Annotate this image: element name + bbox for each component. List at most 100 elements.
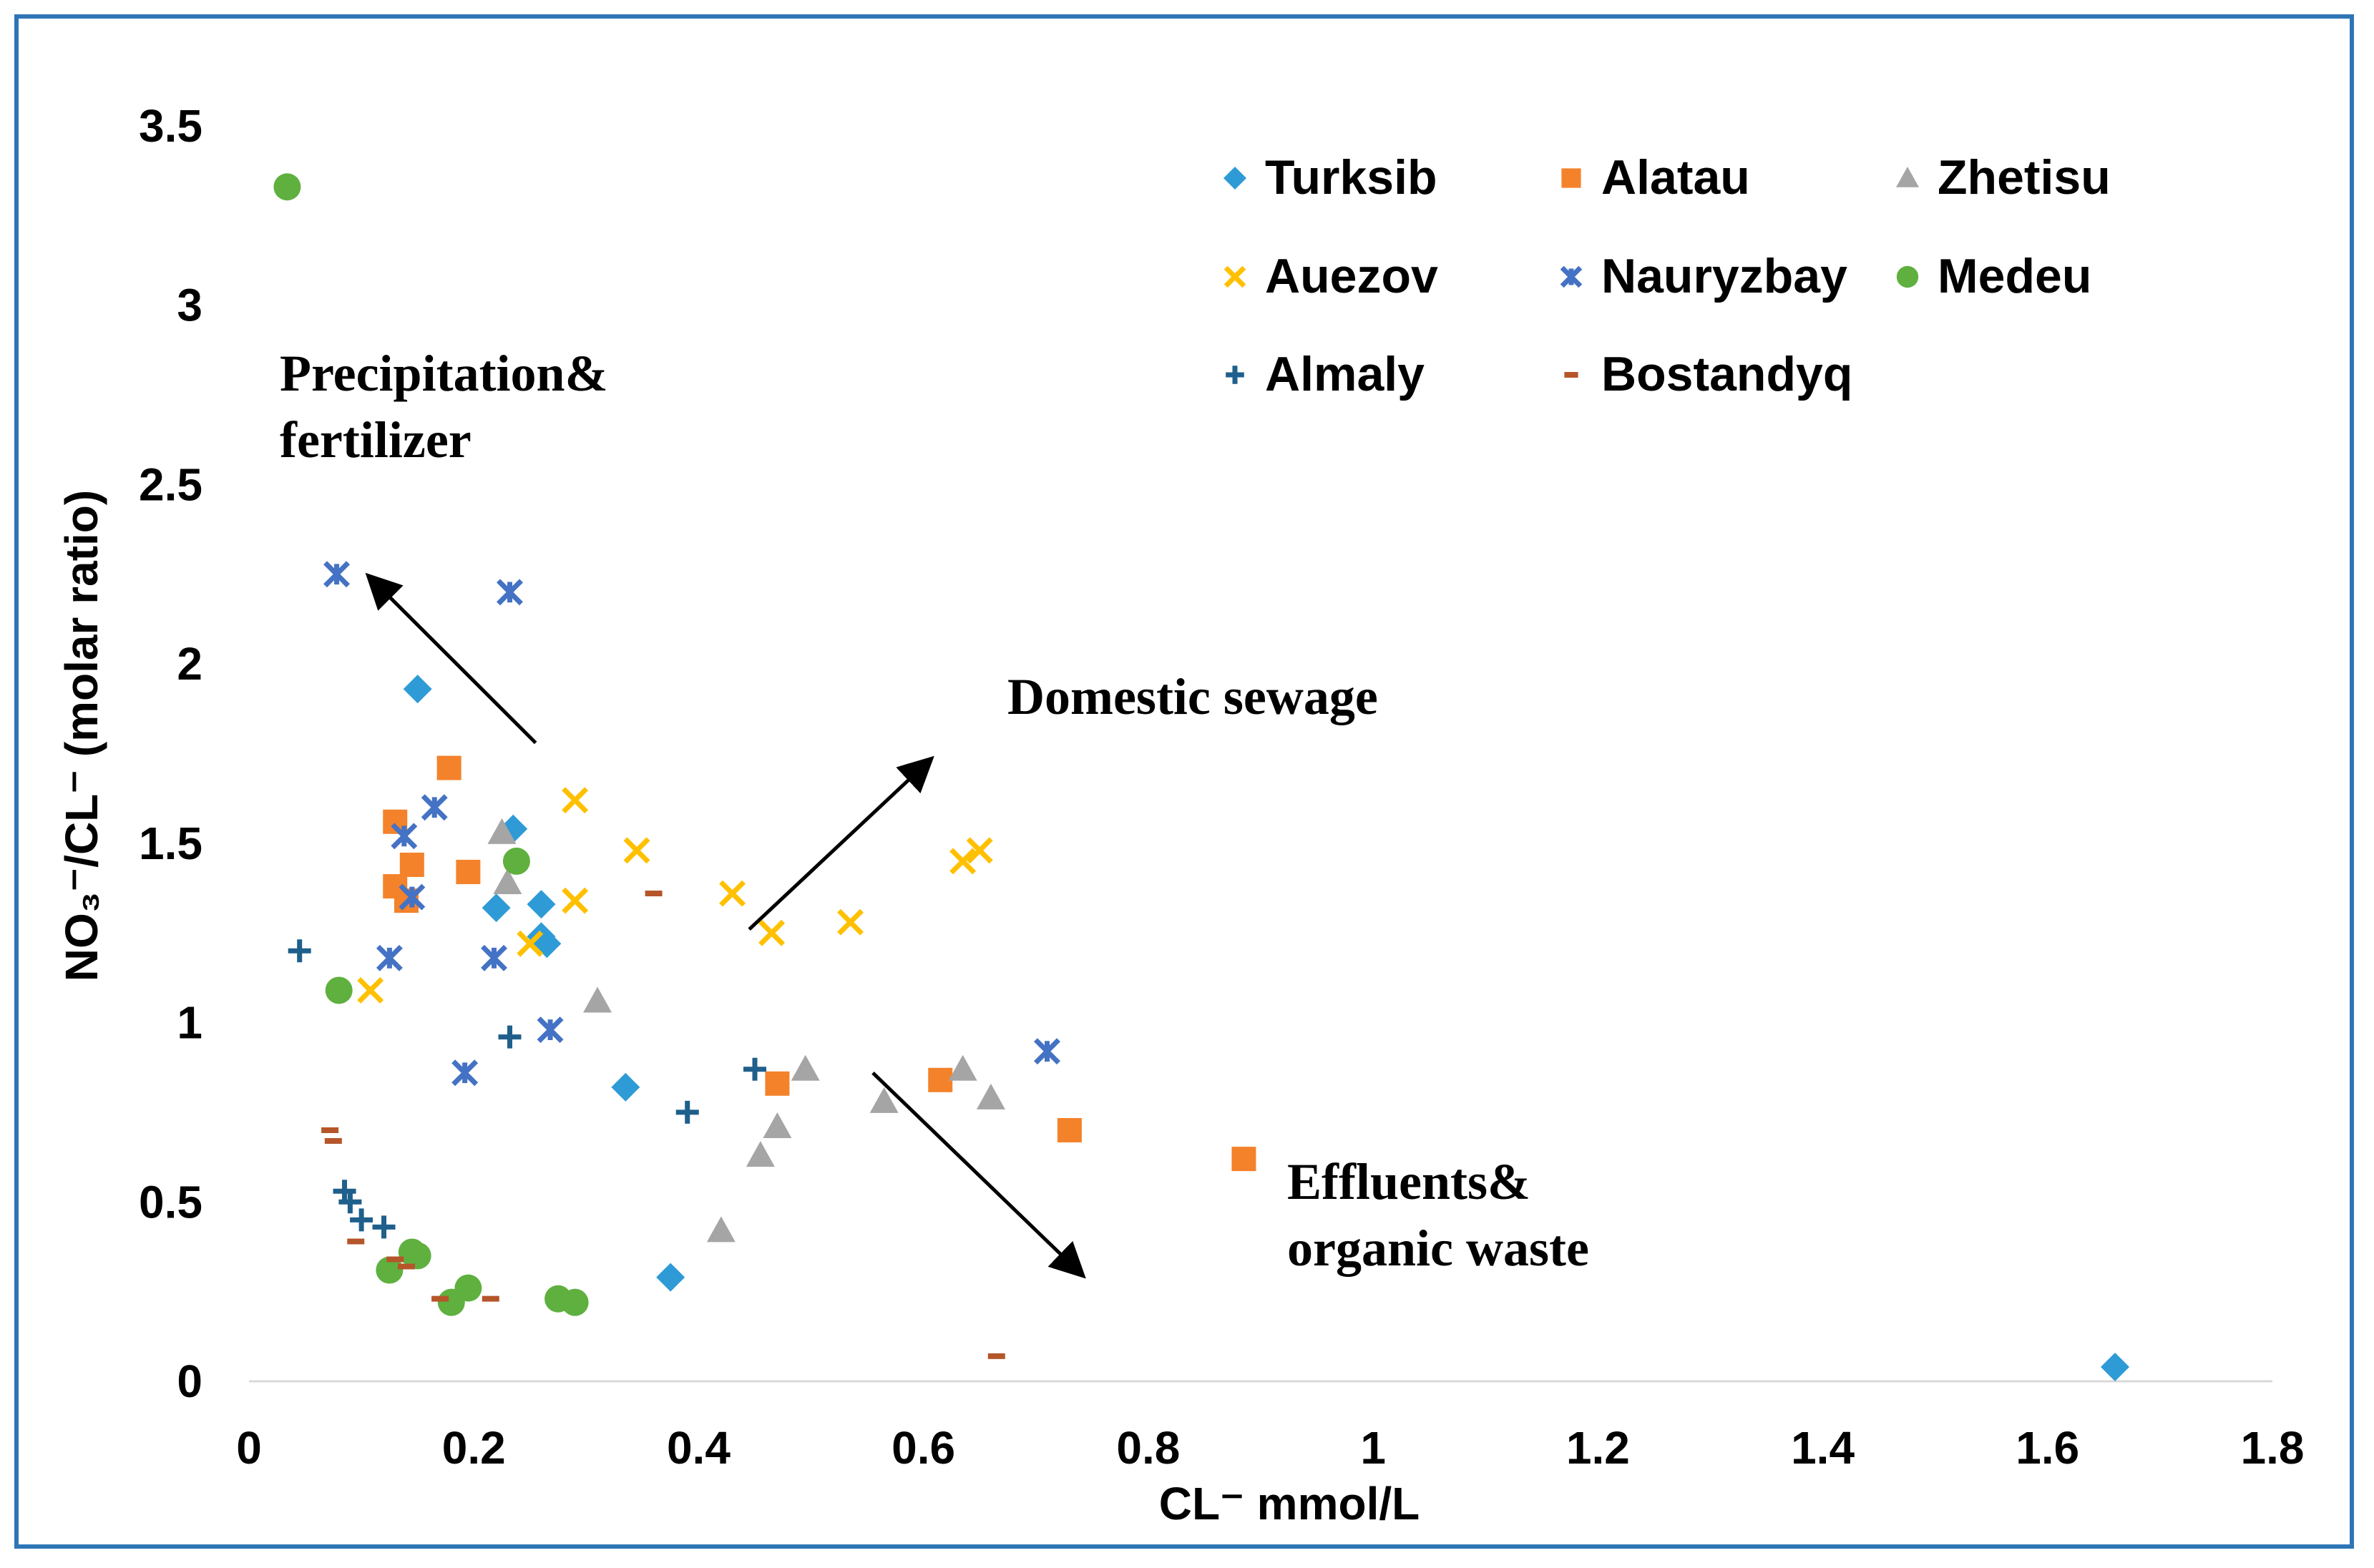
legend-item-auezov: Auezov (1226, 249, 1438, 303)
data-point-alatau (928, 1068, 952, 1092)
legend-label: Auezov (1265, 249, 1438, 303)
series-auezov (359, 789, 992, 1002)
chart-frame: 0 0.2 0.4 0.6 0.8 1 1.2 1.4 1.6 1.8 0 0.5 1 1.5 2 2.5 3 3… (14, 14, 2354, 1549)
data-point-alatau (437, 756, 461, 780)
scatter-chart: 0 0.2 0.4 0.6 0.8 1 1.2 1.4 1.6 1.8 0 0.5 1 1.5 2 2.5 3 3… (19, 19, 2358, 1553)
data-point-auezov (359, 979, 382, 1001)
data-point-auezov (625, 839, 648, 862)
legend-label: Nauryzbay (1601, 249, 1847, 303)
data-point-zhetisu (707, 1216, 736, 1242)
data-point-auezov (721, 882, 744, 905)
data-point-zhetisu (746, 1141, 775, 1167)
y-tick-label: 0.5 (139, 1176, 202, 1228)
data-point-turksib (656, 1263, 685, 1292)
annotation-precipitation: fertilizer (280, 411, 472, 469)
x-tick-label: 1.8 (2241, 1422, 2305, 1474)
trend-arrow (873, 1073, 1081, 1274)
legend-marker-alatau (1561, 168, 1581, 187)
legend-item-zhetisu: Zhetisu (1896, 150, 2111, 205)
data-point-almaly (288, 939, 311, 962)
x-tick-label: 1.6 (2016, 1422, 2079, 1474)
legend-label: Almaly (1265, 347, 1425, 401)
legend-marker-almaly (1226, 366, 1244, 384)
data-point-medeu (562, 1289, 589, 1316)
x-axis-title: CL⁻ mmol/L (1159, 1478, 1420, 1529)
data-point-turksib (2101, 1353, 2129, 1381)
legend-marker-zhetisu (1896, 167, 1919, 187)
y-tick-label: 2 (177, 638, 202, 690)
legend-item-turksib: Turksib (1223, 150, 1437, 205)
y-tick-label: 0 (177, 1356, 202, 1407)
legend-label: Alatau (1601, 150, 1750, 205)
x-tick-label: 0.2 (442, 1422, 506, 1474)
data-point-zhetisu (583, 986, 612, 1012)
series-zhetisu (488, 818, 1005, 1243)
annotation-domestic: Domestic sewage (1007, 668, 1378, 725)
annotation-precipitation: Precipitation& (280, 345, 608, 402)
legend-item-alatau: Alatau (1561, 150, 1749, 205)
data-point-auezov (761, 921, 783, 944)
legend-item-nauryzbay: Nauryzbay (1562, 249, 1847, 303)
trend-arrow (749, 761, 929, 930)
trend-arrow (371, 578, 536, 743)
data-point-almaly (498, 1026, 521, 1049)
data-point-alatau (456, 860, 480, 884)
axis-titles: CL⁻ mmol/L NO₃⁻/CL⁻ (molar ratio) (56, 490, 1420, 1529)
annotations: Precipitation&fertilizer Domestic sewage E… (280, 345, 1589, 1277)
data-point-nauryzbay (326, 563, 348, 586)
data-point-medeu (438, 1289, 465, 1316)
legend-marker-auezov (1226, 268, 1244, 286)
data-point-turksib (404, 675, 432, 703)
series-bostandyq (321, 893, 1005, 1356)
x-tick-label: 0 (236, 1422, 262, 1474)
legend-marker-medeu (1897, 266, 1918, 288)
x-tick-label: 1.2 (1566, 1422, 1630, 1474)
data-point-nauryzbay (423, 796, 446, 819)
legend-marker-turksib (1223, 167, 1246, 190)
data-point-medeu (326, 976, 353, 1004)
series-almaly (288, 939, 766, 1238)
data-point-auezov (564, 789, 587, 812)
legend-label: Zhetisu (1938, 150, 2111, 205)
data-point-almaly (676, 1101, 699, 1124)
data-point-nauryzbay (483, 946, 506, 969)
data-point-turksib (611, 1073, 640, 1102)
annotation-effluents: Effluents& (1287, 1153, 1530, 1210)
data-point-alatau (765, 1072, 789, 1096)
legend-item-bostandyq: Bostandyq (1564, 347, 1852, 401)
data-point-medeu (273, 173, 301, 200)
annotation-effluents: organic waste (1287, 1220, 1589, 1277)
x-tick-label: 0.4 (667, 1422, 731, 1474)
data-point-zhetisu (977, 1084, 1005, 1109)
legend-marker-nauryzbay (1562, 268, 1581, 286)
y-tick-label: 3.5 (139, 100, 202, 152)
data-point-nauryzbay (378, 946, 401, 969)
data-point-alatau (1231, 1147, 1256, 1171)
y-tick-label: 1 (177, 997, 202, 1049)
data-point-almaly (743, 1058, 766, 1081)
data-point-zhetisu (791, 1055, 820, 1081)
data-point-nauryzbay (1035, 1040, 1058, 1063)
data-point-turksib (482, 893, 511, 922)
legend: Turksib Alatau Zhetisu Auezov Nauryzbay Medeu… (1223, 150, 2111, 401)
data-point-nauryzbay (539, 1019, 562, 1042)
series-turksib (404, 675, 2129, 1381)
x-tick-label: 1.4 (1791, 1422, 1855, 1474)
data-point-alatau (400, 853, 424, 877)
data-point-auezov (564, 889, 587, 912)
x-tick-label: 0.8 (1116, 1422, 1180, 1474)
data-point-zhetisu (763, 1112, 791, 1138)
data-point-zhetisu (949, 1055, 977, 1081)
legend-item-medeu: Medeu (1897, 249, 2092, 303)
legend-label: Turksib (1265, 150, 1437, 205)
legend-label: Bostandyq (1601, 347, 1852, 401)
data-point-almaly (373, 1215, 396, 1238)
y-tick-label: 3 (177, 280, 202, 331)
data-point-nauryzbay (498, 581, 521, 604)
arrows (371, 578, 1081, 1274)
legend-item-almaly: Almaly (1226, 347, 1425, 401)
legend-label: Medeu (1938, 249, 2091, 303)
x-tick-label: 1 (1360, 1422, 1386, 1474)
data-point-nauryzbay (454, 1062, 477, 1084)
data-point-medeu (503, 848, 530, 875)
